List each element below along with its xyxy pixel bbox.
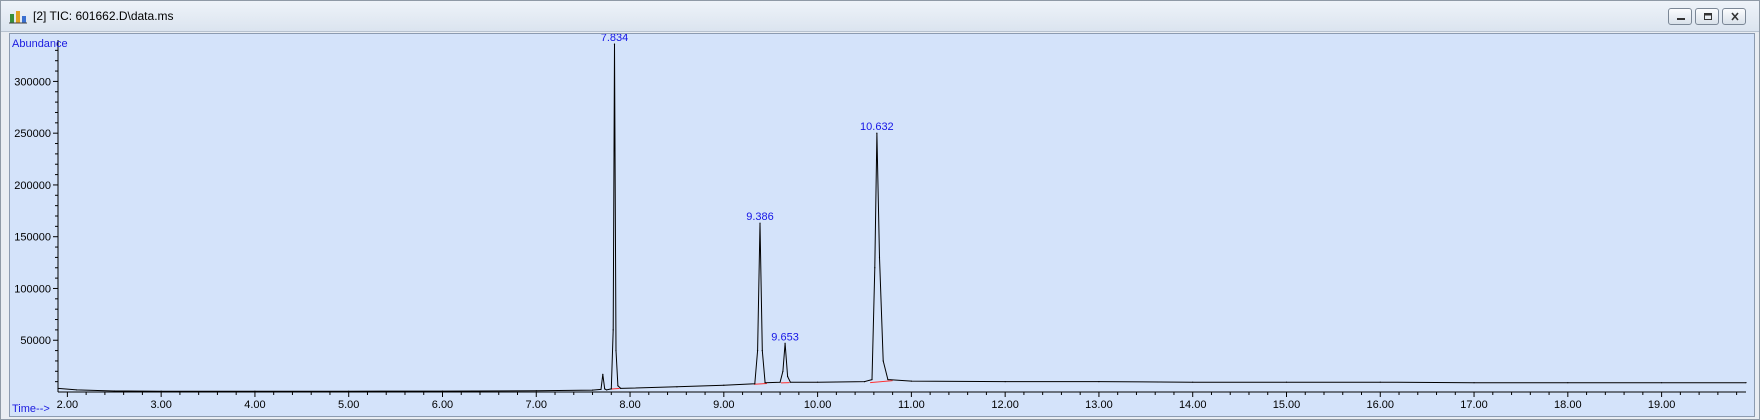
trace-point [761, 349, 763, 352]
x-tick-label: 14.00 [1179, 399, 1207, 411]
trace-point [1192, 381, 1194, 383]
trace-point [784, 342, 786, 344]
trace-point [789, 381, 792, 383]
restore-icon [1704, 13, 1712, 20]
integration-baselines [610, 380, 893, 390]
trace-point [441, 390, 444, 392]
trace-point [779, 381, 781, 383]
trace-point [602, 373, 604, 375]
x-tick-label: 18.00 [1554, 399, 1582, 411]
trace-point [612, 329, 614, 331]
peak-label: 9.386 [746, 211, 774, 223]
trace-point [1473, 382, 1475, 384]
trace-point [1098, 381, 1100, 383]
x-tick-label: 9.00 [713, 399, 734, 411]
trace-point [348, 390, 350, 392]
x-tick-label: 2.00 [57, 399, 78, 411]
x-tick-label: 15.00 [1273, 399, 1301, 411]
x-tick-label: 11.00 [898, 399, 925, 411]
minimize-button[interactable] [1668, 8, 1692, 25]
trace-point [160, 390, 162, 392]
trace-point [876, 132, 878, 134]
y-tick-label: 50000 [20, 335, 51, 347]
y-tick-label: 300000 [14, 76, 51, 88]
integration-baseline-mark [610, 387, 620, 390]
trace-point [874, 267, 876, 269]
trace-point [535, 390, 537, 392]
chromatogram-plot-area[interactable]: 50000 100000 150000 200000 250000 300000 2.00 3… [9, 33, 1755, 417]
y-tick-label: 100000 [14, 283, 51, 295]
trace-point [613, 43, 616, 45]
integration-baseline-mark [753, 383, 767, 385]
x-tick-label: 13.00 [1085, 399, 1113, 411]
trace-point [782, 370, 784, 372]
trace-point [254, 390, 256, 392]
trace-point [817, 381, 819, 383]
tic-trace-line [57, 43, 1746, 392]
close-icon [1731, 12, 1739, 21]
trace-point [887, 378, 889, 381]
peak-label: 10.632 [860, 121, 894, 133]
trace-point [604, 388, 606, 390]
restore-button[interactable] [1695, 8, 1719, 25]
trace-point [910, 380, 912, 382]
trace-point [1567, 382, 1569, 384]
trace-point [882, 360, 884, 362]
trace-layer [57, 43, 1747, 392]
x-tick-label: 5.00 [338, 399, 359, 411]
x-tick-label: 19.00 [1648, 399, 1676, 411]
x-tick-label: 4.00 [244, 399, 265, 411]
chromatogram-app-icon [9, 11, 27, 24]
x-axis-title: Time--> [12, 403, 50, 415]
x-tick-label: 12.00 [991, 399, 1019, 411]
peak-label: 9.653 [771, 331, 799, 343]
trace-point [754, 383, 756, 385]
close-button[interactable] [1722, 8, 1746, 25]
trace-point [756, 349, 759, 352]
peak-label: 7.834 [601, 34, 629, 44]
tic-chromatogram-chart: 50000 100000 150000 200000 250000 300000 2.00 3… [12, 34, 1747, 415]
trace-point [76, 389, 78, 391]
x-tick-label: 17.00 [1460, 399, 1488, 411]
trace-point [606, 389, 608, 391]
trace-point [871, 378, 873, 381]
y-tick-label: 250000 [14, 128, 51, 140]
trace-point [57, 387, 59, 389]
trace-point [878, 256, 881, 259]
x-tick-label: 8.00 [619, 399, 640, 411]
trace-point [764, 382, 766, 384]
trace-point [1285, 381, 1288, 383]
trace-point [1745, 382, 1747, 384]
y-tick-label: 150000 [14, 232, 51, 244]
trace-point [786, 375, 789, 378]
y-axis-title: Abundance [12, 38, 68, 50]
trace-point [1379, 381, 1381, 383]
title-bar[interactable]: [2] TIC: 601662.D\data.ms [1, 1, 1759, 32]
trace-point [676, 386, 678, 388]
x-tick-label: 7.00 [526, 399, 547, 411]
x-tick-label: 10.00 [804, 399, 832, 411]
window-title: [2] TIC: 601662.D\data.ms [33, 9, 174, 23]
trace-point [759, 222, 761, 224]
trace-point [863, 381, 866, 383]
x-tick-label: 3.00 [150, 399, 171, 411]
x-tick-label: 6.00 [432, 399, 453, 411]
trace-point [620, 387, 622, 389]
minimize-icon [1677, 18, 1685, 20]
trace-point [615, 349, 617, 352]
trace-point [113, 390, 115, 392]
axes: 50000 100000 150000 200000 250000 300000 2.00 3… [14, 40, 1746, 411]
trace-point [610, 388, 612, 390]
trace-point [600, 388, 602, 391]
trace-point [723, 384, 725, 386]
trace-point [1004, 381, 1006, 383]
y-tick-label: 200000 [14, 180, 51, 192]
peak-labels: 7.834 9.386 9.653 10.632 [601, 34, 894, 343]
trace-point [617, 385, 619, 387]
integration-baseline-mark [870, 380, 893, 384]
trace-point [1661, 382, 1663, 384]
trace-point [591, 389, 594, 391]
x-tick-label: 16.00 [1367, 399, 1395, 411]
